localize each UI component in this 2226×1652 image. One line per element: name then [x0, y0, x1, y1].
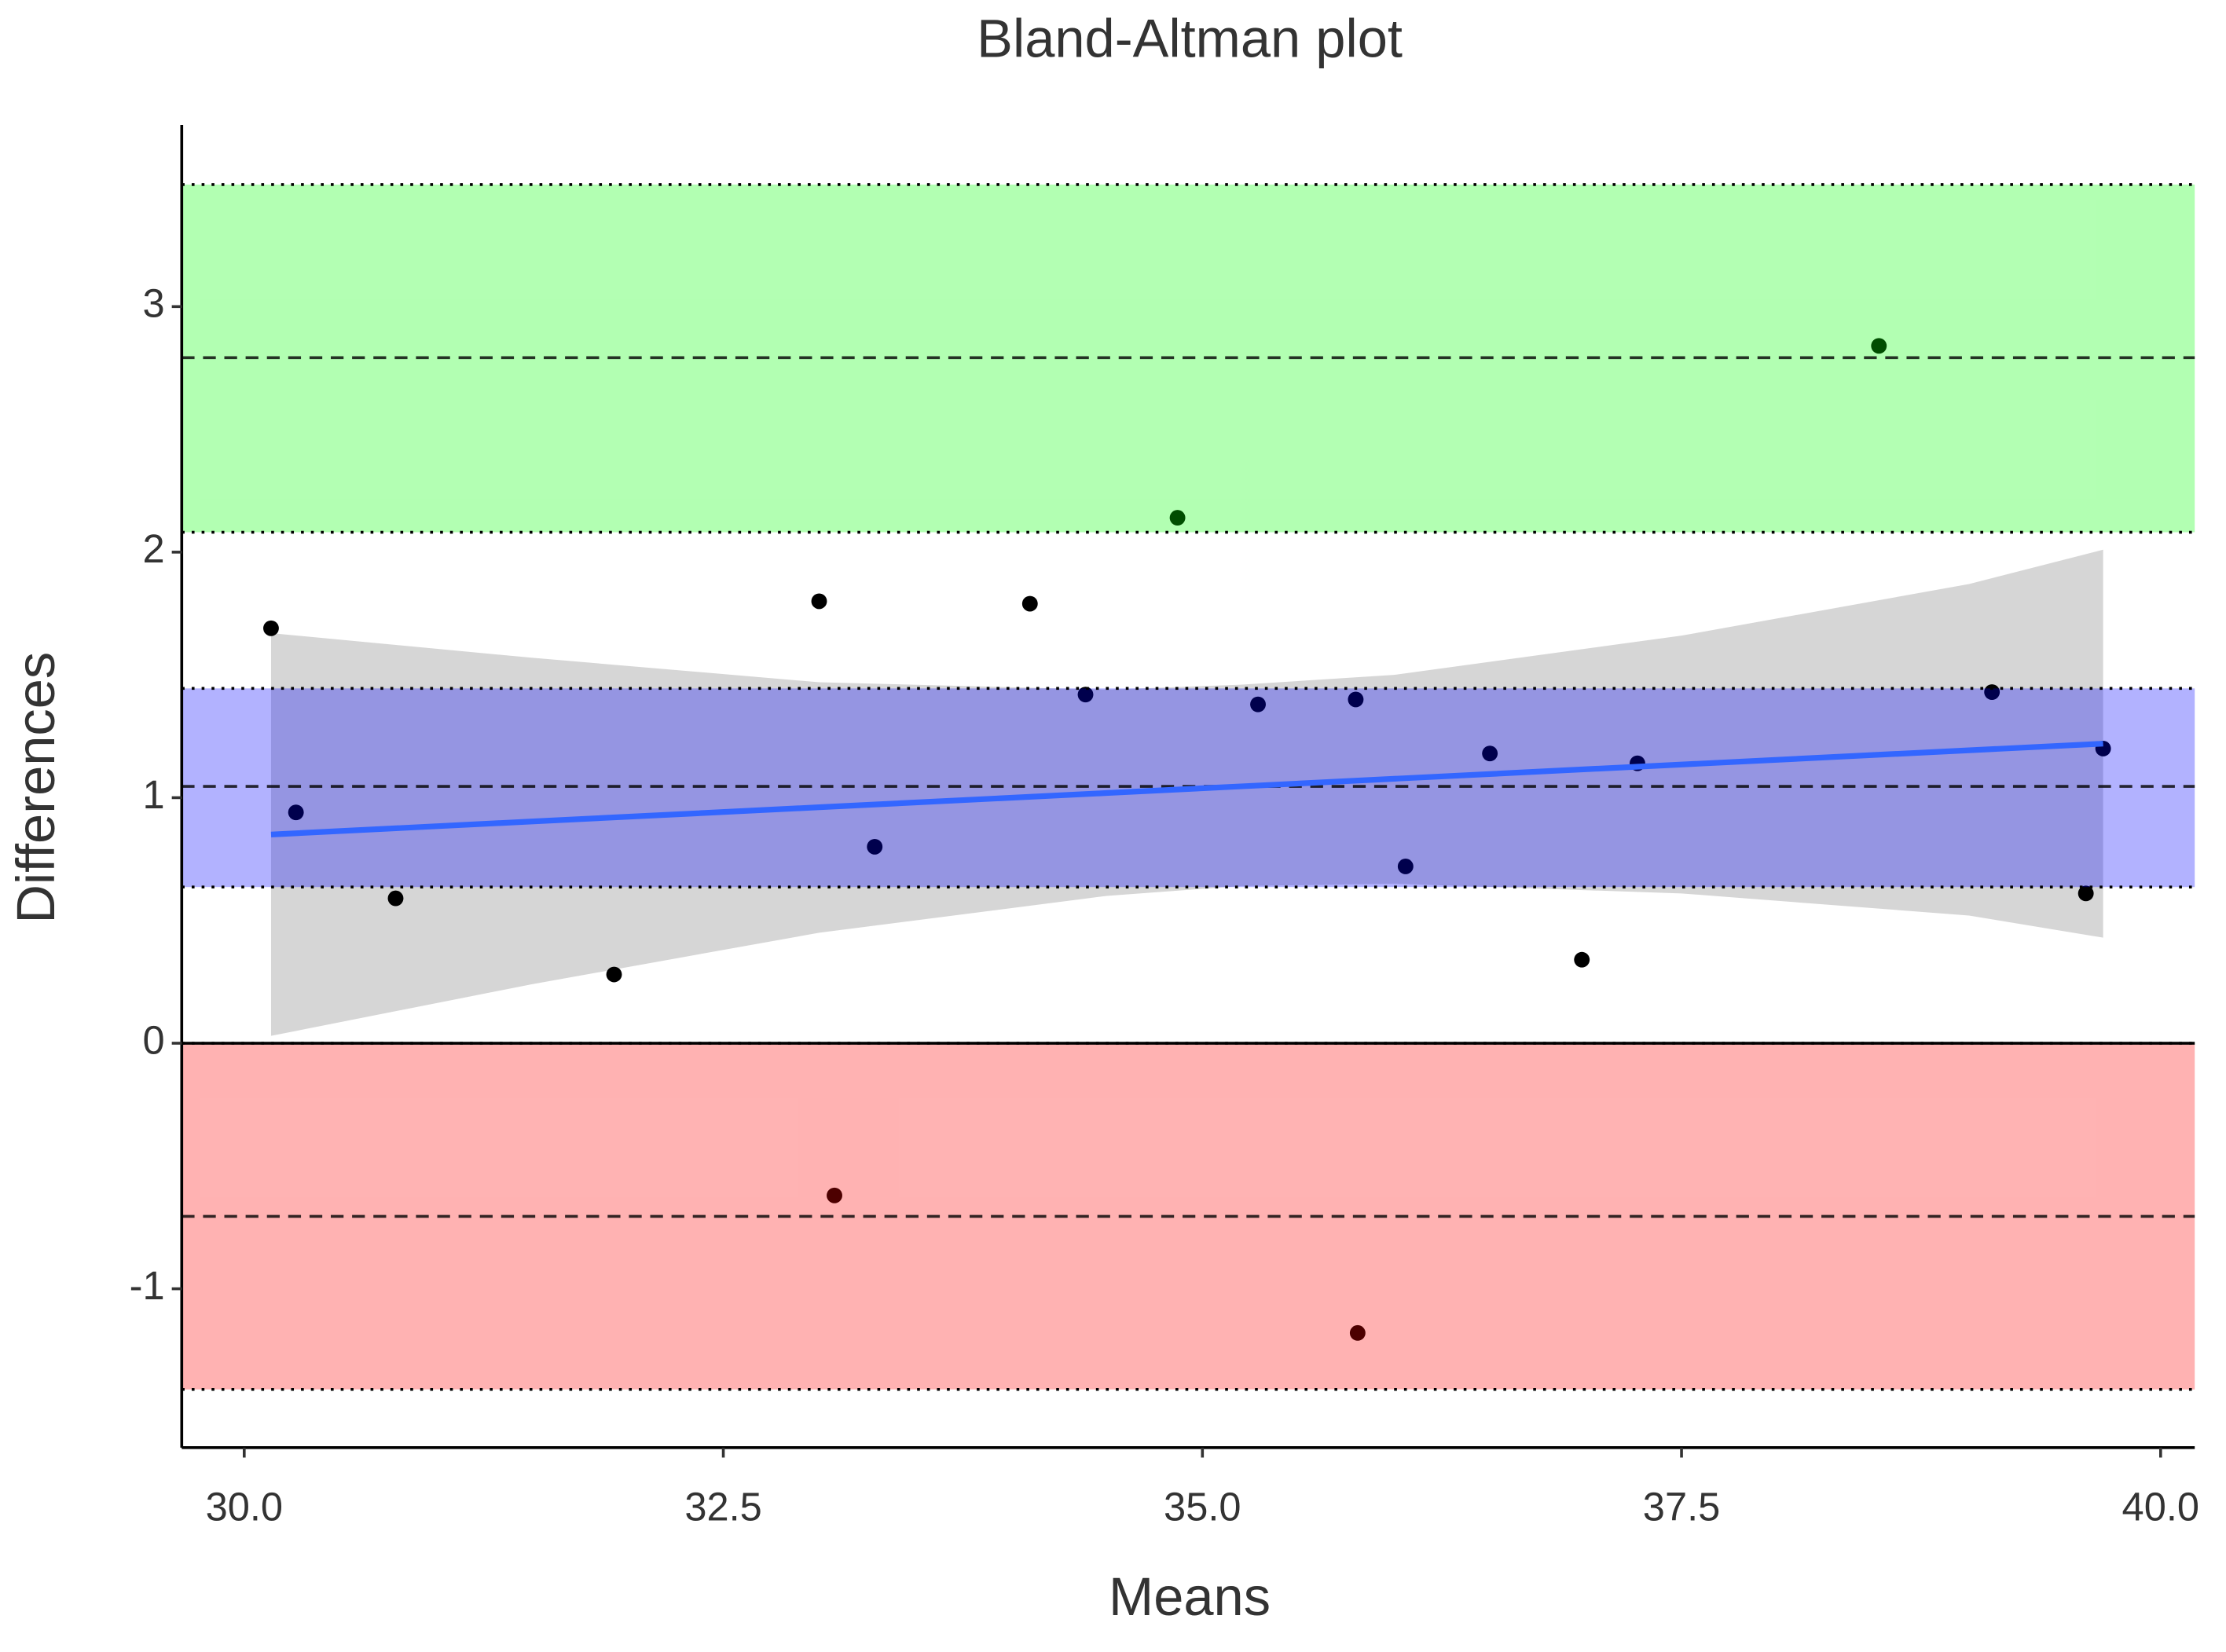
y-tick-label: 3 [142, 281, 164, 326]
chart-title: Bland-Altman plot [977, 8, 1403, 68]
x-tick-label: 37.5 [1643, 1485, 1720, 1529]
point [387, 890, 404, 907]
y-tick-label: -1 [130, 1263, 165, 1308]
point [288, 804, 304, 821]
y-tick-label: 1 [142, 772, 164, 817]
x-tick-label: 35.0 [1164, 1485, 1241, 1529]
point [263, 620, 279, 636]
point [1349, 1324, 1366, 1341]
point [2077, 885, 2094, 902]
point [1348, 691, 1364, 708]
x-tick-label: 40.0 [2122, 1485, 2199, 1529]
point [1077, 687, 1094, 703]
point [827, 1187, 842, 1203]
fit-line [270, 741, 2103, 837]
point [1250, 696, 1266, 712]
point [1871, 338, 1887, 354]
point [606, 966, 622, 983]
y-axis-label: Differences [6, 652, 66, 924]
y-tick-label: 2 [142, 526, 164, 571]
point [867, 839, 883, 855]
y-tick-label: 0 [142, 1017, 164, 1062]
x-axis-label: Means [1109, 1566, 1271, 1627]
point [1984, 684, 2000, 700]
point [811, 593, 827, 610]
point [1574, 951, 1590, 968]
confidence-ribbon [270, 549, 2103, 1036]
point [1021, 595, 1038, 612]
point [1169, 510, 1186, 526]
x-tick-label: 32.5 [684, 1485, 761, 1529]
point [1482, 745, 1498, 762]
point [1397, 859, 1414, 874]
x-tick-label: 30.0 [206, 1485, 283, 1529]
